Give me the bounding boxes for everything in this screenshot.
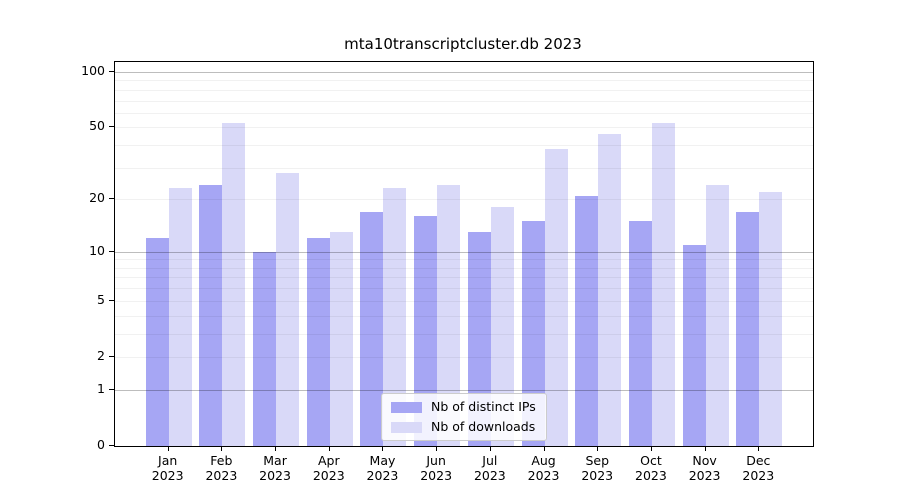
x-tick-mark bbox=[382, 446, 384, 451]
bar-distinct-ips-oct bbox=[628, 221, 652, 446]
bar-downloads-feb bbox=[222, 122, 246, 446]
legend-entry-distinct-ips: Nb of distinct IPs bbox=[391, 400, 536, 414]
x-tick-mark bbox=[489, 446, 491, 451]
y-tick-label: 20 bbox=[89, 190, 105, 206]
gridline-major bbox=[115, 72, 813, 73]
x-tick-label-oct: Oct 2023 bbox=[635, 453, 667, 483]
bar-downloads-sep bbox=[598, 134, 622, 446]
legend-entry-downloads: Nb of downloads bbox=[391, 420, 536, 434]
bar-downloads-oct bbox=[651, 122, 675, 446]
y-tick-mark bbox=[109, 198, 114, 200]
bar-downloads-jun bbox=[437, 185, 461, 446]
x-tick-label-nov: Nov 2023 bbox=[688, 453, 721, 483]
x-tick-label-jul: Jul 2023 bbox=[473, 453, 506, 483]
bar-downloads-jul bbox=[490, 207, 514, 446]
bar-distinct-ips-aug bbox=[521, 221, 545, 446]
x-tick-label-may: May 2023 bbox=[366, 453, 399, 483]
y-tick-label: 0 bbox=[97, 437, 105, 452]
bar-distinct-ips-apr bbox=[306, 238, 330, 446]
y-tick-mark bbox=[109, 388, 114, 390]
legend-swatch-downloads-icon bbox=[391, 421, 422, 433]
y-tick-label: 2 bbox=[97, 347, 105, 363]
y-tick-mark bbox=[109, 355, 114, 357]
bar-downloads-dec bbox=[759, 191, 783, 446]
y-tick-mark bbox=[109, 299, 114, 301]
legend-swatch-distinct-ips-icon bbox=[391, 401, 422, 413]
y-tick-mark bbox=[109, 445, 114, 446]
bar-downloads-jan bbox=[168, 188, 192, 446]
bar-distinct-ips-jun bbox=[414, 216, 438, 446]
bar-distinct-ips-mar bbox=[253, 251, 277, 446]
bar-downloads-mar bbox=[276, 173, 300, 446]
x-tick-mark bbox=[597, 446, 599, 451]
x-tick-label-feb: Feb 2023 bbox=[205, 453, 238, 483]
x-tick-label-dec: Dec 2023 bbox=[742, 453, 775, 483]
y-tick-label: 5 bbox=[97, 291, 105, 307]
y-tick-mark bbox=[109, 71, 114, 72]
gridline-minor bbox=[115, 167, 813, 169]
bar-distinct-ips-nov bbox=[682, 244, 706, 446]
x-tick-mark bbox=[221, 446, 223, 451]
bar-distinct-ips-sep bbox=[575, 195, 599, 446]
bar-downloads-nov bbox=[705, 185, 729, 446]
x-tick-label-sep: Sep 2023 bbox=[581, 453, 614, 483]
legend-label-distinct-ips: Nb of distinct IPs bbox=[431, 399, 536, 414]
chart-title: mta10transcriptcluster.db 2023 bbox=[344, 35, 582, 53]
bar-downloads-aug bbox=[544, 149, 568, 446]
gridline-minor bbox=[115, 145, 813, 147]
x-tick-label-mar: Mar 2023 bbox=[259, 453, 291, 483]
x-tick-label-aug: Aug 2023 bbox=[527, 453, 560, 483]
y-tick-label: 100 bbox=[81, 63, 105, 78]
x-tick-mark bbox=[650, 446, 652, 451]
gridline-minor bbox=[115, 127, 813, 129]
x-tick-label-jun: Jun 2023 bbox=[420, 453, 453, 483]
bar-downloads-may bbox=[383, 188, 407, 446]
bar-downloads-apr bbox=[329, 232, 353, 446]
bar-distinct-ips-jan bbox=[145, 238, 169, 446]
x-tick-mark bbox=[758, 446, 760, 451]
gridline-minor bbox=[115, 80, 813, 82]
bar-distinct-ips-feb bbox=[199, 185, 223, 446]
y-tick-mark bbox=[109, 250, 114, 252]
y-tick-mark bbox=[109, 126, 114, 128]
y-tick-label: 10 bbox=[89, 242, 105, 258]
bar-distinct-ips-dec bbox=[736, 211, 760, 446]
y-tick-label: 1 bbox=[97, 380, 105, 396]
x-tick-mark bbox=[704, 446, 706, 451]
plot-area: Nb of distinct IPs Nb of downloads bbox=[114, 61, 814, 447]
legend: Nb of distinct IPs Nb of downloads bbox=[381, 393, 547, 441]
bar-distinct-ips-may bbox=[360, 211, 384, 446]
y-tick-label: 50 bbox=[89, 118, 105, 134]
x-tick-mark bbox=[436, 446, 438, 451]
gridline-minor bbox=[115, 100, 813, 102]
x-tick-mark bbox=[167, 446, 169, 451]
x-tick-mark bbox=[543, 446, 545, 451]
x-tick-label-jan: Jan 2023 bbox=[151, 453, 184, 483]
legend-label-downloads: Nb of downloads bbox=[431, 419, 536, 434]
x-tick-label-apr: Apr 2023 bbox=[312, 453, 345, 483]
gridline-minor bbox=[115, 89, 813, 91]
bar-distinct-ips-jul bbox=[467, 232, 491, 446]
x-tick-mark bbox=[275, 446, 277, 451]
gridline-minor bbox=[115, 112, 813, 114]
x-tick-mark bbox=[328, 446, 330, 451]
